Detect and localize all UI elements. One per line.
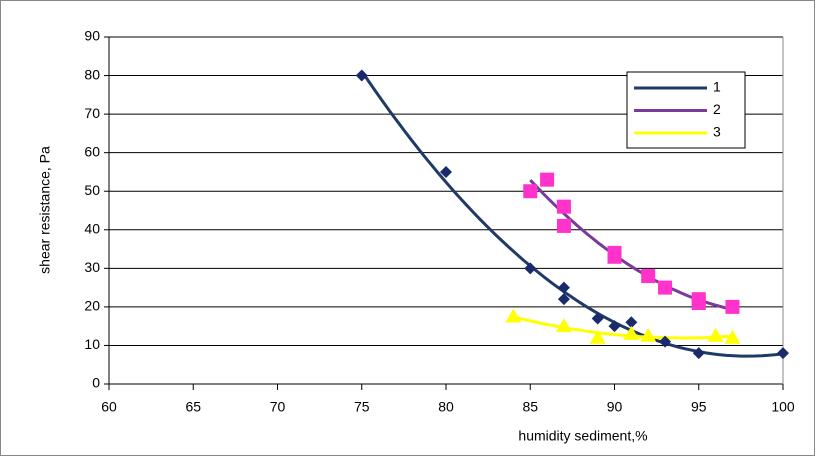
x-axis-title: humidity sediment,% xyxy=(518,428,647,444)
point xyxy=(524,262,537,275)
point xyxy=(692,347,705,360)
point xyxy=(641,269,656,284)
y-tick-label: 40 xyxy=(84,220,100,236)
x-tick-label: 90 xyxy=(607,399,623,415)
x-tick-label: 95 xyxy=(691,399,707,415)
point xyxy=(659,335,672,348)
y-tick-label: 20 xyxy=(84,298,100,314)
point xyxy=(440,165,452,178)
legend-label: 2 xyxy=(713,101,721,117)
y-tick-label: 50 xyxy=(84,182,100,198)
x-tick-label: 65 xyxy=(185,399,201,415)
x-tick-label: 80 xyxy=(438,399,454,415)
trendline xyxy=(513,315,733,340)
y-tick-label: 10 xyxy=(84,336,100,352)
point xyxy=(691,296,706,311)
trendline xyxy=(360,70,784,358)
point xyxy=(556,218,571,233)
point xyxy=(557,293,570,306)
point xyxy=(523,184,538,199)
point xyxy=(640,327,657,342)
x-tick-label: 75 xyxy=(354,399,370,415)
point xyxy=(623,325,640,340)
x-tick-label: 70 xyxy=(270,399,286,415)
point xyxy=(540,172,555,187)
y-tick-label: 60 xyxy=(84,143,100,159)
point xyxy=(555,318,572,333)
point xyxy=(658,280,673,295)
point xyxy=(557,281,570,294)
point xyxy=(556,199,571,214)
point xyxy=(707,327,724,342)
point xyxy=(625,316,638,329)
x-tick-label: 60 xyxy=(101,399,117,415)
point xyxy=(591,312,604,325)
point xyxy=(724,329,741,344)
point xyxy=(777,347,789,360)
point xyxy=(355,69,368,82)
x-tick-label: 100 xyxy=(771,399,795,415)
point xyxy=(607,249,622,264)
point xyxy=(608,320,621,333)
x-tick-label: 85 xyxy=(522,399,538,415)
y-axis-title: shear resistance, Pa xyxy=(37,146,53,274)
y-tick-label: 0 xyxy=(92,375,100,391)
legend-label: 1 xyxy=(713,79,721,95)
point xyxy=(725,299,740,314)
y-tick-label: 90 xyxy=(84,28,100,44)
point xyxy=(589,329,606,344)
y-tick-label: 70 xyxy=(84,105,100,121)
legend-label: 3 xyxy=(713,124,721,140)
point xyxy=(505,308,522,323)
y-tick-label: 30 xyxy=(84,259,100,275)
y-tick-label: 80 xyxy=(84,66,100,82)
